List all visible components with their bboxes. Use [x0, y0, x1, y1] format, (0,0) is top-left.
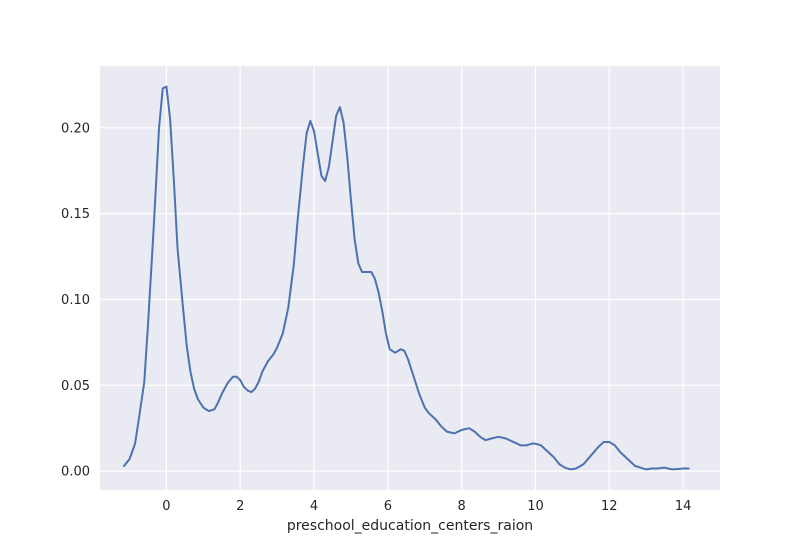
- x-tick-label: 2: [236, 499, 244, 514]
- plot-background: [100, 66, 720, 490]
- x-axis-label: preschool_education_centers_raion: [287, 518, 533, 534]
- y-tick-label: 0.05: [61, 379, 90, 394]
- series-line: [122, 85, 690, 471]
- y-tick-label: 0.15: [61, 207, 90, 222]
- x-tick-label: 14: [675, 499, 692, 514]
- x-tick-label: 8: [458, 499, 466, 514]
- y-axis-ticks: 0.00 0.05 0.10 0.15 0.20: [61, 121, 90, 479]
- x-tick-label: 4: [310, 499, 318, 514]
- y-tick-label: 0.10: [61, 293, 90, 308]
- grid: [100, 66, 720, 490]
- y-tick-label: 0.20: [61, 121, 90, 136]
- x-tick-label: 12: [601, 499, 618, 514]
- y-tick-label: 0.00: [61, 465, 90, 480]
- x-tick-label: 0: [162, 499, 170, 514]
- x-tick-label: 6: [384, 499, 392, 514]
- x-tick-label: 10: [527, 499, 544, 514]
- x-axis-ticks: 0 2 4 6 8 10 12 14: [162, 499, 691, 514]
